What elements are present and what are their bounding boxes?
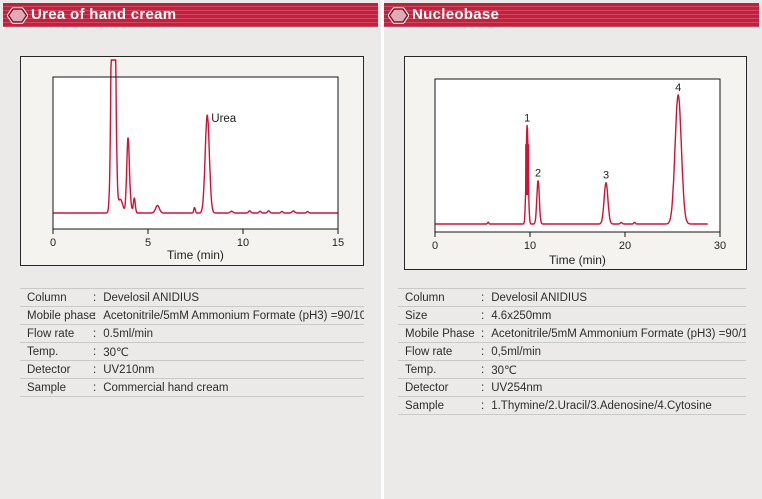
section-header-urea: Urea of hand cream xyxy=(3,3,378,29)
chromatogram-plot-nucleobase: 0 10 20 30 1 2 3 4 xyxy=(432,78,726,252)
condition-value: Develosil ANIDIUS xyxy=(491,291,588,304)
condition-row: Mobile Phase : Acetonitrile/5mM Ammonium… xyxy=(398,324,746,342)
condition-row: Sample : Commercial hand cream xyxy=(20,378,364,397)
condition-value: Develosil ANIDIUS xyxy=(103,291,200,304)
svg-text:10: 10 xyxy=(524,240,536,252)
condition-value: 1.Thymine/2.Uracil/3.Adenosine/4.Cytosin… xyxy=(491,399,712,412)
condition-row: Size : 4.6x250mm xyxy=(398,306,746,324)
conditions-table-nucleobase: Column : Develosil ANIDIUS Size : 4.6x25… xyxy=(398,288,746,415)
svg-text:Urea: Urea xyxy=(211,113,237,125)
condition-colon: : xyxy=(481,399,485,412)
condition-label: Sample xyxy=(405,399,444,412)
chromatogram-panel-nucleobase: 0 10 20 30 1 2 3 4 Time (min) xyxy=(404,56,747,270)
chromatogram-plot-urea: 0 5 10 15 Urea xyxy=(50,59,344,249)
condition-colon: : xyxy=(93,309,97,322)
condition-label: Flow rate xyxy=(27,327,75,340)
svg-text:5: 5 xyxy=(145,237,151,249)
svg-text:0: 0 xyxy=(432,240,438,252)
condition-label: Sample xyxy=(27,381,66,394)
section-title: Nucleobase xyxy=(412,6,500,23)
condition-value: 4.6x250mm xyxy=(491,309,552,322)
x-axis-title: Time (min) xyxy=(167,248,224,262)
svg-text:10: 10 xyxy=(237,237,249,249)
hexagon-icon xyxy=(7,6,28,24)
condition-value: Commercial hand cream xyxy=(103,381,229,394)
svg-text:1: 1 xyxy=(524,112,530,124)
x-axis-title: Time (min) xyxy=(549,253,606,267)
section-urea: Urea of hand cream 0 5 10 15 Urea Time (min)… xyxy=(3,3,378,397)
condition-value: 30℃ xyxy=(103,346,129,359)
condition-label: Detector xyxy=(27,363,71,376)
condition-colon: : xyxy=(93,327,97,340)
condition-colon: : xyxy=(481,327,485,340)
condition-label: Column xyxy=(405,291,445,304)
section-nucleobase: Nucleobase 0 10 20 30 1 2 3 4 Time (min) Column… xyxy=(381,0,762,499)
svg-text:4: 4 xyxy=(675,82,681,94)
hexagon-icon xyxy=(388,6,409,24)
condition-label: Detector xyxy=(405,381,449,394)
condition-row: Mobile phase : Acetonitrile/5mM Ammonium… xyxy=(20,306,364,324)
condition-colon: : xyxy=(481,363,485,376)
svg-text:0: 0 xyxy=(50,237,56,249)
svg-text:15: 15 xyxy=(332,237,344,249)
conditions-table-urea: Column : Develosil ANIDIUS Mobile phase … xyxy=(20,288,364,397)
condition-label: Size xyxy=(405,309,428,322)
section-header-nucleobase: Nucleobase xyxy=(384,3,759,29)
condition-row: Flow rate : 0.5ml/min xyxy=(20,324,364,342)
condition-value: UV254nm xyxy=(491,381,543,394)
condition-colon: : xyxy=(481,309,485,322)
condition-colon: : xyxy=(481,381,485,394)
condition-colon: : xyxy=(93,363,97,376)
condition-row: Sample : 1.Thymine/2.Uracil/3.Adenosine/… xyxy=(398,396,746,415)
condition-label: Mobile phase xyxy=(27,309,96,322)
svg-text:20: 20 xyxy=(619,240,631,252)
condition-row: Detector : UV254nm xyxy=(398,378,746,396)
condition-row: Column : Develosil ANIDIUS xyxy=(20,288,364,306)
condition-row: Temp. : 30℃ xyxy=(398,360,746,378)
condition-colon: : xyxy=(93,381,97,394)
condition-label: Temp. xyxy=(27,345,59,358)
condition-row: Column : Develosil ANIDIUS xyxy=(398,288,746,306)
condition-colon: : xyxy=(481,345,485,358)
svg-text:3: 3 xyxy=(603,170,609,182)
condition-value: 0.5ml/min xyxy=(103,327,154,340)
condition-label: Mobile Phase xyxy=(405,327,475,340)
svg-text:2: 2 xyxy=(535,168,541,180)
condition-value: Acetonitrile/5mM Ammonium Formate (pH3) … xyxy=(103,309,364,322)
condition-value: UV210nm xyxy=(103,363,155,376)
condition-value: 0,5ml/min xyxy=(491,345,542,358)
condition-value: 30℃ xyxy=(491,364,517,377)
chromatogram-panel-urea: 0 5 10 15 Urea Time (min) xyxy=(20,56,364,266)
condition-colon: : xyxy=(93,345,97,358)
condition-value: Acetonitrile/5mM Ammonium Formate (pH3) … xyxy=(491,327,746,340)
section-title: Urea of hand cream xyxy=(31,6,177,23)
svg-text:30: 30 xyxy=(714,240,726,252)
condition-label: Temp. xyxy=(405,363,437,376)
condition-colon: : xyxy=(481,291,485,304)
condition-label: Column xyxy=(27,291,67,304)
condition-row: Detector : UV210nm xyxy=(20,360,364,378)
condition-label: Flow rate xyxy=(405,345,453,358)
condition-colon: : xyxy=(93,291,97,304)
condition-row: Flow rate : 0,5ml/min xyxy=(398,342,746,360)
condition-row: Temp. : 30℃ xyxy=(20,342,364,360)
